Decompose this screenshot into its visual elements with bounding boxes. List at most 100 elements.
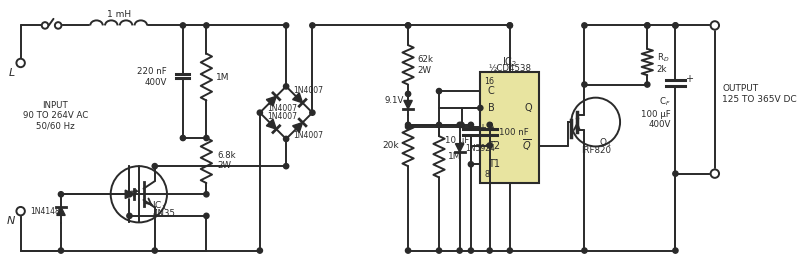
Polygon shape	[57, 207, 65, 215]
Circle shape	[180, 23, 186, 28]
Polygon shape	[293, 123, 302, 132]
Circle shape	[507, 23, 513, 28]
Circle shape	[42, 22, 48, 29]
Text: B: B	[488, 103, 494, 113]
Circle shape	[58, 248, 64, 253]
Circle shape	[437, 248, 442, 253]
Text: 100 nF: 100 nF	[499, 128, 529, 137]
Circle shape	[710, 169, 719, 178]
Circle shape	[710, 21, 719, 30]
Circle shape	[406, 23, 410, 28]
Text: 1N4007: 1N4007	[267, 104, 298, 113]
Text: 1M: 1M	[216, 73, 230, 81]
Circle shape	[582, 248, 587, 253]
Text: $\overline{Q}$: $\overline{Q}$	[522, 138, 532, 153]
Circle shape	[258, 248, 262, 253]
Circle shape	[283, 163, 289, 169]
Text: 1M: 1M	[449, 152, 462, 161]
Circle shape	[204, 192, 209, 197]
Text: +: +	[685, 74, 693, 84]
Text: 1 mH: 1 mH	[107, 10, 131, 19]
Circle shape	[152, 248, 158, 253]
Circle shape	[645, 23, 650, 28]
Circle shape	[152, 163, 158, 169]
Circle shape	[457, 122, 462, 128]
Circle shape	[127, 213, 132, 219]
Text: Q$_1$: Q$_1$	[599, 136, 612, 149]
Circle shape	[406, 91, 410, 97]
Circle shape	[673, 23, 678, 28]
Text: C: C	[488, 86, 494, 96]
Text: L: L	[9, 68, 15, 78]
Circle shape	[437, 89, 442, 94]
Text: 1N4148: 1N4148	[30, 207, 60, 216]
Circle shape	[478, 105, 483, 111]
Text: IC$_1$: IC$_1$	[152, 199, 166, 212]
Circle shape	[507, 23, 513, 28]
Text: A: A	[488, 122, 494, 132]
Polygon shape	[266, 119, 276, 129]
Text: ½CD4538: ½CD4538	[488, 64, 531, 73]
Text: 62k
2W: 62k 2W	[418, 55, 434, 75]
Circle shape	[55, 22, 62, 29]
Circle shape	[17, 207, 25, 215]
Text: 4N35: 4N35	[153, 209, 176, 217]
Text: 6.8k
2W: 6.8k 2W	[218, 151, 236, 170]
Circle shape	[507, 248, 513, 253]
Circle shape	[310, 23, 315, 28]
Polygon shape	[455, 144, 464, 152]
Circle shape	[180, 135, 186, 141]
Circle shape	[645, 82, 650, 87]
Text: 1N4007: 1N4007	[294, 131, 323, 140]
Text: 8: 8	[484, 170, 489, 179]
Circle shape	[204, 213, 209, 219]
Text: 20k: 20k	[382, 141, 398, 150]
Circle shape	[468, 248, 474, 253]
Text: T2: T2	[488, 140, 500, 150]
Circle shape	[406, 124, 410, 129]
Circle shape	[645, 23, 650, 28]
Circle shape	[673, 23, 678, 28]
Circle shape	[258, 110, 262, 115]
Polygon shape	[293, 93, 302, 103]
Circle shape	[204, 23, 209, 28]
Text: INPUT
90 TO 264V AC
50/60 Hz: INPUT 90 TO 264V AC 50/60 Hz	[22, 100, 88, 130]
Circle shape	[437, 122, 442, 128]
FancyBboxPatch shape	[480, 72, 539, 183]
Circle shape	[406, 122, 410, 128]
Circle shape	[468, 122, 474, 128]
Circle shape	[487, 248, 492, 253]
Circle shape	[406, 23, 410, 28]
Circle shape	[17, 59, 25, 67]
Text: 1N4007: 1N4007	[294, 86, 323, 95]
Circle shape	[283, 84, 289, 89]
Text: Q: Q	[524, 103, 532, 113]
Circle shape	[673, 248, 678, 253]
Circle shape	[204, 135, 209, 141]
Text: 16: 16	[484, 77, 494, 86]
Circle shape	[459, 122, 464, 128]
Text: 9.1V: 9.1V	[384, 96, 403, 105]
Polygon shape	[126, 190, 134, 198]
Circle shape	[487, 143, 492, 148]
Circle shape	[582, 82, 587, 87]
Polygon shape	[266, 96, 276, 106]
Text: IC$_2$: IC$_2$	[502, 55, 518, 69]
Text: 1N4007: 1N4007	[267, 112, 298, 121]
Text: OUTPUT
125 TO 365V DC: OUTPUT 125 TO 365V DC	[722, 84, 797, 104]
Circle shape	[487, 122, 492, 128]
Text: R$_D$
2k: R$_D$ 2k	[657, 52, 669, 75]
Text: 10 μF: 10 μF	[445, 136, 469, 145]
Circle shape	[457, 248, 462, 253]
Circle shape	[468, 162, 474, 167]
Text: 220 nF
400V: 220 nF 400V	[138, 67, 167, 87]
Text: T1: T1	[488, 159, 500, 169]
Text: 1N5924: 1N5924	[466, 144, 495, 153]
Circle shape	[58, 192, 64, 197]
Text: C$_F$
100 μF
400V: C$_F$ 100 μF 400V	[641, 96, 670, 129]
Circle shape	[406, 248, 410, 253]
Circle shape	[283, 23, 289, 28]
Circle shape	[310, 110, 315, 115]
Circle shape	[127, 192, 132, 197]
Circle shape	[673, 171, 678, 176]
